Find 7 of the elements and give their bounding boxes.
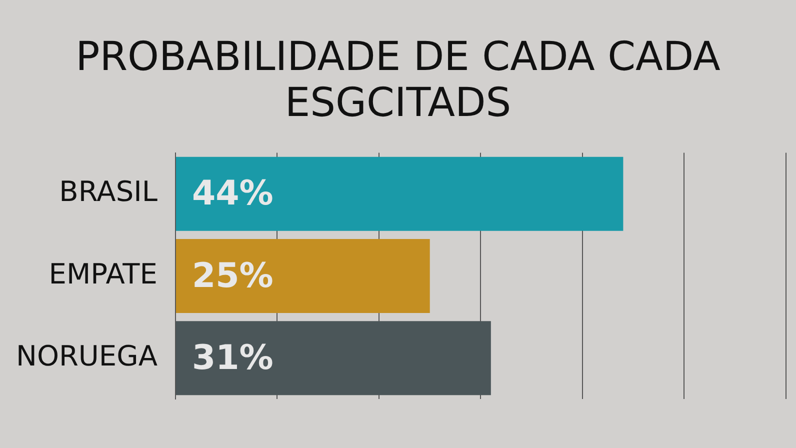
y-tick-label: EMPATE xyxy=(48,257,158,290)
data-label: 31% xyxy=(192,338,274,378)
y-tick-label: BRASIL xyxy=(59,175,158,208)
chart-title: PROBABILIDADE DE CADA CADA ESGCITADS xyxy=(74,33,722,126)
y-tick-label: NORUEGA xyxy=(16,339,158,372)
data-label: 44% xyxy=(192,174,274,214)
data-label: 25% xyxy=(192,256,274,296)
